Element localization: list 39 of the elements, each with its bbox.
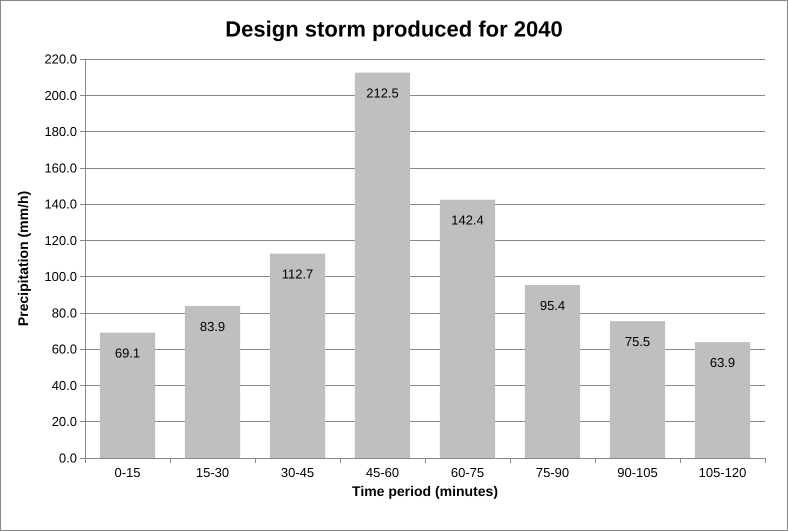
data-label: 63.9	[710, 355, 736, 370]
x-tick-label: 30-45	[280, 465, 314, 480]
y-tick-label: 80.0	[52, 305, 77, 320]
data-label: 112.7	[282, 266, 314, 282]
x-tick-label: 75-90	[536, 465, 570, 480]
bar	[270, 254, 326, 458]
x-axis-title: Time period (minutes)	[352, 482, 498, 499]
y-tick-label: 100.0	[44, 269, 77, 284]
bar	[184, 306, 240, 458]
x-tick-label: 15-30	[196, 465, 230, 480]
y-tick-label: 220.0	[44, 52, 77, 66]
y-tick-label: 160.0	[44, 160, 77, 176]
y-tick-label: 200.0	[44, 88, 77, 103]
y-tick-label: 140.0	[44, 196, 77, 212]
bar	[610, 321, 666, 458]
x-tick-label: 105-120	[698, 465, 746, 480]
y-tick-label: 60.0	[52, 342, 77, 357]
x-tick-label: 90-105	[617, 465, 658, 480]
y-axis-title: Precipitation (mm/h)	[15, 190, 31, 326]
data-label: 75.5	[624, 334, 650, 350]
data-label: 69.1	[114, 346, 140, 361]
data-label: 142.4	[451, 212, 484, 228]
y-tick-label: 40.0	[52, 378, 77, 393]
y-tick-label: 120.0	[44, 232, 77, 248]
data-label: 212.5	[366, 86, 399, 101]
bar	[354, 72, 410, 458]
x-tick-label: 0-15	[114, 465, 141, 480]
data-label: 95.4	[540, 298, 566, 313]
bar	[694, 342, 750, 458]
bar	[524, 284, 580, 458]
x-tick-label: 60-75	[450, 465, 484, 480]
y-tick-label: 0.0	[58, 450, 77, 466]
data-label: 83.9	[200, 318, 226, 334]
x-tick-label: 45-60	[366, 465, 400, 480]
bar	[440, 200, 496, 458]
y-tick-label: 20.0	[52, 414, 77, 430]
y-tick-label: 180.0	[44, 124, 77, 140]
chart-title: Design storm produced for 2040	[225, 16, 563, 42]
bar	[100, 332, 156, 458]
